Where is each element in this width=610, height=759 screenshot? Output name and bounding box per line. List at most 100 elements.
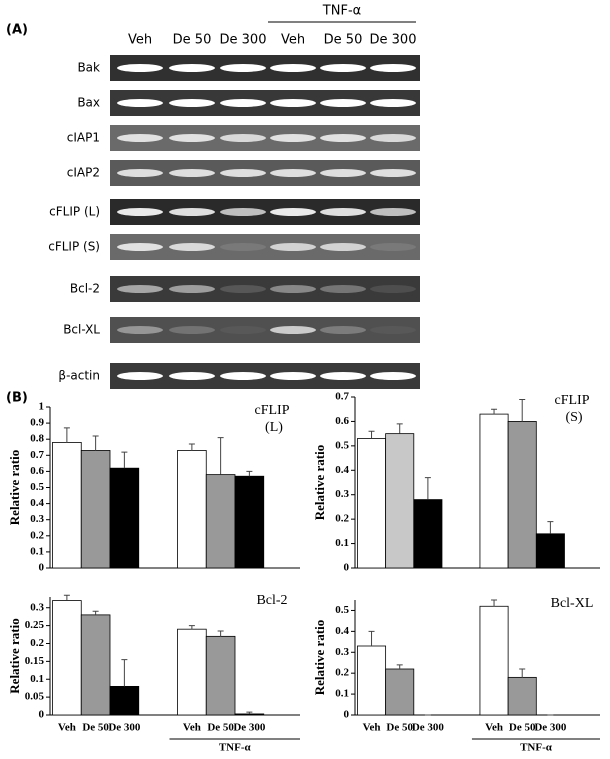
y-tick-label: 0.2 <box>30 637 44 649</box>
gel-band <box>117 64 163 72</box>
bar <box>357 645 387 716</box>
row-label: cFLIP (L) <box>49 205 100 219</box>
gel-band <box>117 372 163 380</box>
chart-title: cFLIP <box>555 393 590 408</box>
gel-band <box>220 372 266 380</box>
y-tick-label: 0.3 <box>335 488 349 500</box>
y-tick-label: 0.8 <box>30 433 44 445</box>
chart-subtitle: (L) <box>265 420 283 435</box>
x-tick-label: De 300 <box>108 722 141 734</box>
y-tick-label: 0.1 <box>30 545 44 557</box>
y-tick-label: 0.3 <box>30 513 44 525</box>
gel-band <box>320 134 366 142</box>
error-bar <box>246 470 253 477</box>
bar <box>177 450 207 569</box>
x-tick-label: De 300 <box>534 722 567 734</box>
lane-label: De 50 <box>324 33 363 48</box>
gel-band <box>270 326 316 334</box>
gel-band <box>117 208 163 216</box>
panel-label: (B) <box>6 391 28 406</box>
x-tick-label: Veh <box>363 722 381 734</box>
y-tick-label: 0.5 <box>30 481 44 493</box>
row-label: cIAP2 <box>67 166 100 180</box>
gel-band <box>370 208 416 216</box>
bar <box>52 600 82 716</box>
gel-band <box>320 99 366 107</box>
y-tick-label: 0.4 <box>335 625 349 637</box>
gel-band <box>169 169 215 177</box>
bar <box>234 475 265 569</box>
bar <box>385 433 415 569</box>
group-label: TNF-α <box>520 742 553 754</box>
error-bar <box>63 594 70 601</box>
gel-band <box>220 285 266 293</box>
y-axis-label: Relative ratio <box>7 618 22 693</box>
bar <box>205 635 236 716</box>
gel-band <box>169 134 215 142</box>
y-tick-label: 1 <box>39 401 45 413</box>
error-bar <box>92 435 99 451</box>
error-bar <box>368 630 375 646</box>
y-tick-label: 0 <box>344 709 350 721</box>
error-bar <box>424 477 431 500</box>
gel-band <box>320 169 366 177</box>
gel-band <box>220 99 266 107</box>
gel-band <box>370 169 416 177</box>
gel-band <box>220 326 266 334</box>
row-label: Bcl-2 <box>70 282 100 296</box>
y-tick-label: 0.6 <box>30 465 44 477</box>
lane-label: De 300 <box>220 33 267 48</box>
treatment-label: TNF-α <box>322 4 361 19</box>
gel-band <box>117 99 163 107</box>
gel-band <box>320 285 366 293</box>
y-tick-label: 0.3 <box>335 646 349 658</box>
x-tick-label: Veh <box>58 722 76 734</box>
gel-band <box>270 372 316 380</box>
bar <box>80 614 111 716</box>
gel-band <box>169 243 215 251</box>
error-bar <box>547 521 554 534</box>
gel-band <box>169 208 215 216</box>
error-bar <box>491 408 498 415</box>
bar <box>234 713 265 716</box>
bar <box>109 467 140 569</box>
bar <box>479 413 509 569</box>
bar <box>177 628 207 716</box>
y-axis-label: Relative ratio <box>312 620 327 695</box>
bar <box>413 499 443 569</box>
bar <box>535 533 565 569</box>
gel-band <box>370 243 416 251</box>
error-bar <box>121 659 128 687</box>
bar <box>357 438 387 569</box>
gel-band <box>169 285 215 293</box>
error-bar <box>368 430 375 439</box>
error-bar <box>217 630 224 637</box>
gel-band <box>220 134 266 142</box>
gel-band <box>370 64 416 72</box>
y-tick-label: 0.9 <box>30 417 44 429</box>
gel-band <box>370 326 416 334</box>
row-label: β-actin <box>58 369 100 383</box>
y-tick-label: 0 <box>344 562 350 574</box>
bar <box>109 685 140 716</box>
gel-band <box>270 169 316 177</box>
y-axis-label: Relative ratio <box>7 450 22 525</box>
gel-band <box>270 208 316 216</box>
x-tick-label: De 50 <box>386 722 413 734</box>
x-tick-label: De 50 <box>82 722 109 734</box>
gel-band <box>370 285 416 293</box>
y-tick-label: 0.2 <box>335 667 349 679</box>
bar <box>52 442 82 569</box>
error-bar <box>491 599 498 607</box>
x-tick-label: Veh <box>485 722 503 734</box>
error-bar <box>63 427 70 443</box>
y-tick-label: 0 <box>39 562 45 574</box>
error-bar <box>188 443 195 451</box>
gel-band <box>270 285 316 293</box>
x-tick-label: Veh <box>183 722 201 734</box>
chart-title: Bcl-2 <box>256 593 287 608</box>
gel-band <box>117 326 163 334</box>
error-bar <box>217 437 224 475</box>
y-axis-label: Relative ratio <box>312 445 327 520</box>
